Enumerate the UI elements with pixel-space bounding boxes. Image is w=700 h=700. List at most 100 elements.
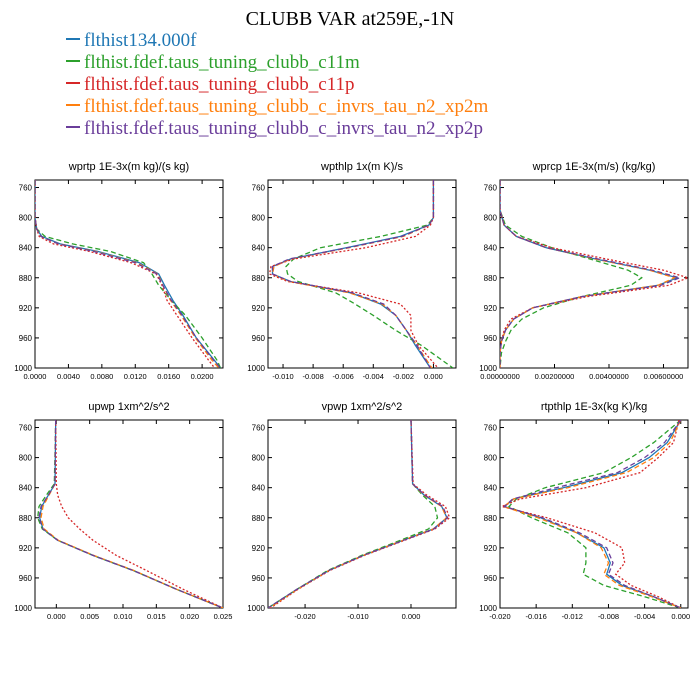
y-tick-label: 800 (19, 214, 33, 223)
y-tick-label: 880 (252, 514, 266, 523)
x-tick-label: 0.000 (402, 612, 421, 621)
legend-label: flthist.fdef.taus_tuning_clubb_c11p (84, 74, 355, 95)
legend-item: flthist.fdef.taus_tuning_clubb_c11m (66, 52, 488, 74)
y-tick-label: 1000 (14, 364, 32, 373)
x-tick-label: 0.00600000 (644, 372, 684, 381)
y-tick-label: 880 (252, 274, 266, 283)
x-tick-label: 0.00200000 (535, 372, 575, 381)
x-tick-label: 0.0040 (57, 372, 80, 381)
x-tick-label: -0.012 (562, 612, 583, 621)
y-tick-label: 1000 (14, 604, 32, 613)
legend-swatch (66, 59, 80, 62)
y-tick-label: 1000 (247, 604, 265, 613)
plot-panel: wprcp 1E-3x(m/s) (kg/kg) 760 800 840 880 920 9… (479, 161, 689, 381)
series-line (268, 180, 439, 368)
y-tick-label: 760 (252, 424, 266, 433)
x-tick-label: -0.004 (634, 612, 655, 621)
series-line (35, 180, 222, 368)
y-tick-label: 760 (484, 424, 498, 433)
x-tick-label: -0.004 (363, 372, 384, 381)
y-tick-label: 960 (484, 574, 498, 583)
series-line (502, 420, 682, 608)
y-tick-label: 1000 (479, 604, 497, 613)
x-tick-label: 0.020 (180, 612, 199, 621)
plot-panel: wpthlp 1x(m K)/s 760 800 840 880 920 960 1000 -0… (247, 161, 457, 381)
x-tick-label: 0.005 (80, 612, 99, 621)
y-tick-label: 840 (252, 484, 266, 493)
x-tick-label: 0.00000000 (480, 372, 520, 381)
y-tick-label: 1000 (247, 364, 265, 373)
plot-frame (34, 179, 224, 369)
plot-panel: upwp 1xm^2/s^2 760 800 840 880 920 960 1000 0.00… (14, 401, 232, 621)
x-tick-label: 0.000 (671, 612, 690, 621)
series-line (35, 180, 221, 368)
series-line (38, 420, 223, 608)
x-tick-label: 0.00400000 (589, 372, 629, 381)
y-tick-label: 960 (252, 574, 266, 583)
y-tick-label: 960 (19, 334, 33, 343)
series-line (500, 420, 682, 608)
y-tick-label: 1000 (479, 364, 497, 373)
y-tick-label: 840 (19, 484, 33, 493)
legend-label: flthist.fdef.taus_tuning_clubb_c_invrs_t… (84, 118, 483, 139)
plot-frame (499, 419, 689, 609)
legend-swatch (66, 37, 80, 40)
legend-item: flthist.fdef.taus_tuning_clubb_c_invrs_t… (66, 96, 488, 118)
x-tick-label: 0.0200 (191, 372, 214, 381)
series-line (35, 180, 216, 368)
panel-title: vpwp 1xm^2/s^2 (322, 401, 403, 413)
plot-frame (267, 419, 457, 609)
y-tick-label: 800 (484, 214, 498, 223)
series-line (39, 420, 223, 608)
y-tick-label: 880 (484, 514, 498, 523)
y-tick-label: 920 (484, 544, 498, 553)
y-tick-label: 960 (252, 334, 266, 343)
y-tick-label: 760 (484, 184, 498, 193)
series-line (271, 180, 435, 368)
y-tick-label: 840 (484, 484, 498, 493)
x-tick-label: 0.015 (147, 612, 166, 621)
series-line (503, 420, 682, 608)
x-tick-label: -0.020 (294, 612, 315, 621)
y-tick-label: 760 (252, 184, 266, 193)
plot-frame (499, 179, 689, 369)
series-line (271, 180, 435, 368)
y-tick-label: 920 (19, 544, 33, 553)
y-tick-label: 920 (484, 304, 498, 313)
plot-panel: vpwp 1xm^2/s^2 760 800 840 880 920 960 1000 -0.0… (247, 401, 457, 621)
y-tick-label: 840 (19, 244, 33, 253)
legend-swatch (66, 103, 80, 106)
panel-title: upwp 1xm^2/s^2 (88, 401, 169, 413)
panel-title: rtpthlp 1E-3x(kg K)/kg (541, 401, 647, 413)
series-line (285, 180, 454, 368)
legend-item: flthist.fdef.taus_tuning_clubb_c11p (66, 74, 488, 96)
plot-panel: wprtp 1E-3x(m kg)/(s kg) 760 800 840 880 920 9… (14, 161, 224, 381)
plot-panel: rtpthlp 1E-3x(kg K)/kg 760 800 840 880 920 960… (479, 401, 690, 621)
y-tick-label: 960 (484, 334, 498, 343)
y-tick-label: 840 (484, 244, 498, 253)
legend-label: flthist.fdef.taus_tuning_clubb_c_invrs_t… (84, 96, 489, 117)
series-line (40, 420, 223, 608)
legend-swatch (66, 81, 80, 84)
series-line (37, 420, 223, 608)
y-tick-label: 760 (19, 424, 33, 433)
series-line (500, 180, 688, 368)
panel-title: wprtp 1E-3x(m kg)/(s kg) (68, 161, 189, 173)
legend: flthist134.000f flthist.fdef.taus_tuning… (66, 30, 488, 140)
x-tick-label: 0.000 (47, 612, 66, 621)
panel-title: wpthlp 1x(m K)/s (320, 161, 403, 173)
plot-frame (34, 419, 224, 609)
y-tick-label: 800 (252, 214, 266, 223)
y-tick-label: 920 (252, 544, 266, 553)
x-tick-label: -0.006 (333, 372, 354, 381)
panel-title: wprcp 1E-3x(m/s) (kg/kg) (532, 161, 656, 173)
x-tick-label: -0.008 (598, 612, 619, 621)
legend-item: flthist.fdef.taus_tuning_clubb_c_invrs_t… (66, 118, 488, 140)
y-tick-label: 800 (252, 454, 266, 463)
series-line (35, 180, 220, 368)
x-tick-label: -0.010 (272, 372, 293, 381)
x-tick-label: -0.002 (393, 372, 414, 381)
x-tick-label: 0.010 (114, 612, 133, 621)
x-tick-label: 0.0120 (124, 372, 147, 381)
